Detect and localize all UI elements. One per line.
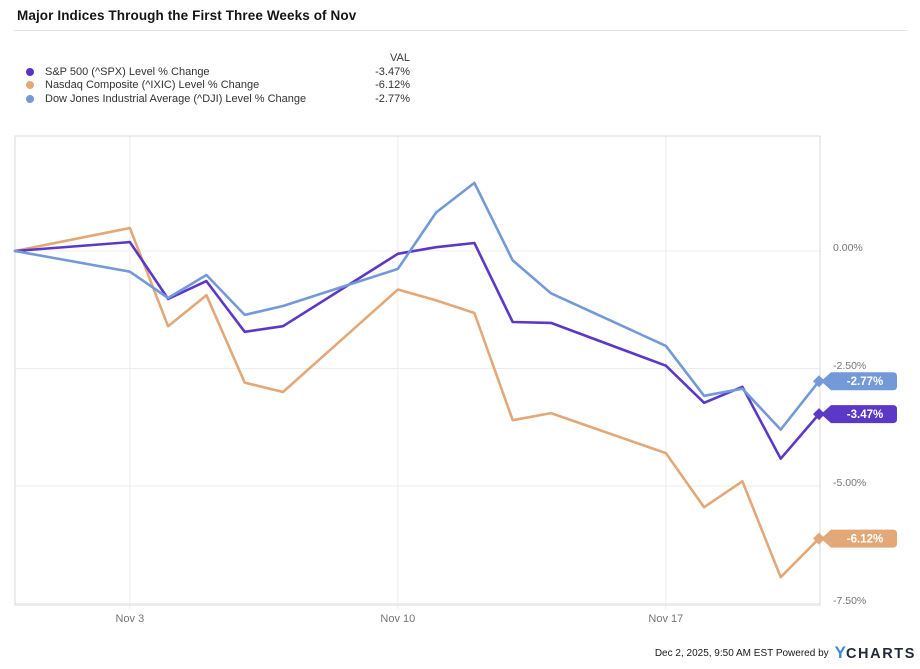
y-axis-tick-label: -2.50% bbox=[833, 359, 867, 372]
legend: VAL S&P 500 (^SPX) Level % Change -3.47% N… bbox=[22, 51, 410, 106]
chart-footer: Dec 2, 2025, 9:50 AM EST Powered by Y CH… bbox=[655, 642, 916, 664]
legend-item: Dow Jones Industrial Average (^DJI) Leve… bbox=[22, 92, 410, 106]
legend-item-value: -2.77% bbox=[375, 92, 410, 105]
value-tag-label: -3.47% bbox=[847, 409, 883, 421]
series-line bbox=[13, 240, 821, 461]
chart-title: Major Indices Through the First Three We… bbox=[17, 8, 357, 23]
y-axis-tick-label: -5.00% bbox=[833, 477, 867, 489]
legend-dot-icon bbox=[26, 81, 34, 90]
series-end-marker bbox=[813, 375, 825, 388]
plot-border bbox=[14, 135, 821, 606]
series-line bbox=[13, 226, 821, 579]
value-tag-label: -2.77% bbox=[847, 376, 883, 388]
legend-item-value: -6.12% bbox=[375, 79, 410, 92]
legend-item: S&P 500 (^SPX) Level % Change -3.47% bbox=[22, 65, 410, 79]
value-tag bbox=[821, 372, 897, 391]
series-end-marker bbox=[813, 408, 825, 421]
series-line bbox=[13, 181, 821, 431]
ycharts-logo-charts: CHARTS bbox=[845, 646, 916, 662]
x-axis-tick-label: Nov 17 bbox=[648, 613, 684, 625]
legend-item-label: Nasdaq Composite (^IXIC) Level % Change bbox=[45, 79, 260, 92]
legend-item-value: -3.47% bbox=[375, 65, 410, 78]
value-tag bbox=[821, 529, 897, 548]
y-axis-tick-label: -7.50% bbox=[833, 594, 867, 607]
ycharts-logo-y-icon: Y bbox=[834, 643, 846, 662]
legend-item-label: S&P 500 (^SPX) Level % Change bbox=[45, 65, 210, 78]
legend-val-header: VAL bbox=[390, 52, 410, 64]
value-tag bbox=[821, 405, 897, 424]
legend-item: Nasdaq Composite (^IXIC) Level % Change -… bbox=[22, 79, 410, 93]
series-end-marker bbox=[813, 532, 825, 545]
legend-dot-icon bbox=[26, 94, 34, 103]
x-axis-tick-label: Nov 3 bbox=[115, 613, 145, 625]
legend-item-label: Dow Jones Industrial Average (^DJI) Leve… bbox=[45, 92, 307, 105]
y-axis-tick-label: 0.00% bbox=[833, 242, 863, 254]
timestamp-powered-by: Dec 2, 2025, 9:50 AM EST Powered by bbox=[654, 647, 829, 659]
legend-dot-icon bbox=[26, 67, 34, 76]
title-divider bbox=[14, 30, 907, 31]
value-tag-label: -6.12% bbox=[847, 534, 883, 546]
x-axis-tick-label: Nov 10 bbox=[380, 613, 416, 625]
ycharts-logo: Y CHARTS bbox=[835, 643, 916, 663]
